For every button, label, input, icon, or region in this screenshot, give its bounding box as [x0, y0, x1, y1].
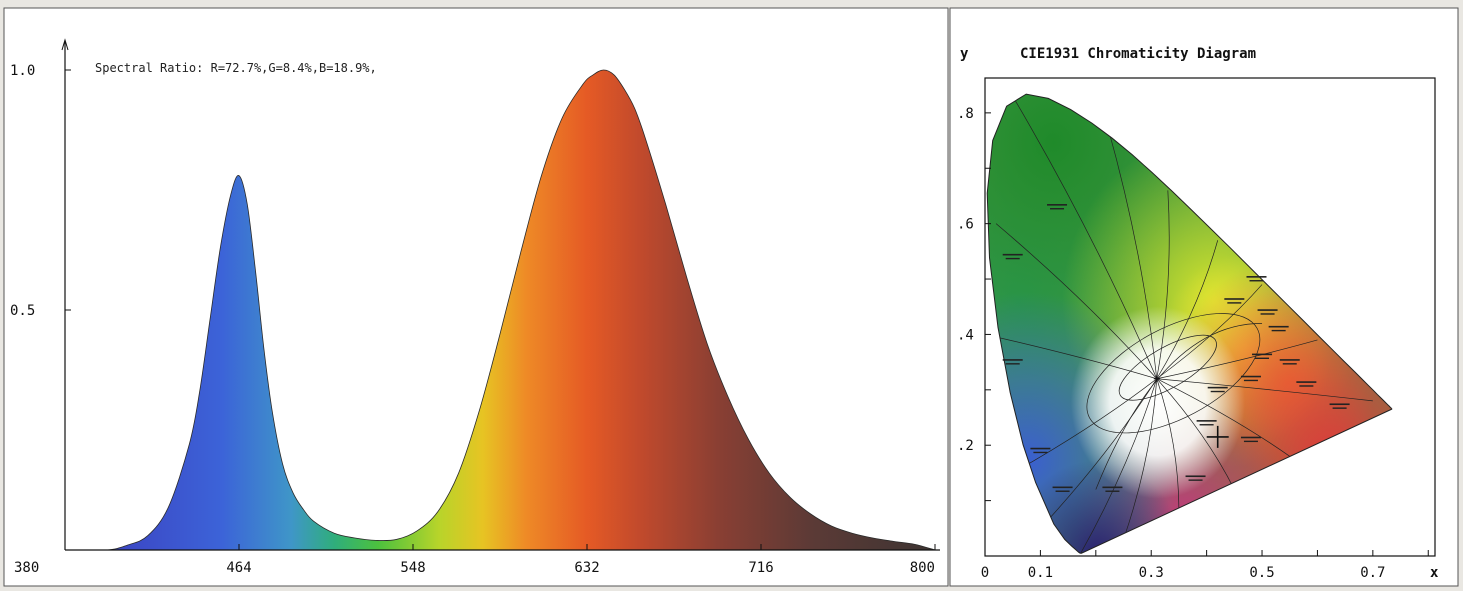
white-region-ellipse: [1086, 313, 1261, 434]
spectrum-chart: 380 464 548 632 716 800 1.0 0.5: [10, 38, 940, 576]
cie-x-tick-label: 0.5: [1249, 565, 1274, 581]
cie-y-tick-label: .8: [957, 106, 974, 122]
cie-y-tick-label: .6: [957, 217, 974, 233]
x-tick-label: 800: [910, 560, 935, 576]
region-label-marks: [1002, 204, 1350, 492]
cie-y-tick-label: .4: [957, 327, 974, 343]
spectral-locus: [986, 93, 1393, 554]
x-tick-label: 632: [574, 560, 599, 576]
y-axis-arrow-icon: [61, 38, 69, 51]
region-boundaries: [987, 96, 1373, 554]
x-tick-label: 380: [14, 560, 39, 576]
x-tick-label: 716: [748, 560, 773, 576]
cie-x-axis-label: x: [1430, 565, 1439, 581]
spectrum-line: [64, 69, 936, 551]
cie-y-axis-label: y: [960, 46, 969, 62]
x-tick-label: 464: [226, 560, 251, 576]
measured-point-cross: [1206, 425, 1229, 448]
cie-x-tick-label: 0.1: [1028, 565, 1053, 581]
cie-chart-title: CIE1931 Chromaticity Diagram: [1020, 46, 1256, 62]
cie-plot-frame: [984, 77, 1436, 557]
spectral-ratio-annotation: Spectral Ratio: R=72.7%,G=8.4%,B=18.9%,: [95, 61, 377, 75]
x-tick-label: 548: [400, 560, 425, 576]
planckian-locus: [1095, 323, 1263, 490]
spectrum-area: [65, 70, 935, 550]
y-tick-label: 1.0: [10, 63, 35, 79]
cie-x-tick-label: 0.3: [1139, 565, 1164, 581]
inner-white-ellipse: [1118, 334, 1217, 401]
y-tick-label: 0.5: [10, 303, 35, 319]
cie-x-tick-label: 0: [981, 565, 989, 581]
cie-y-tick-label: .2: [957, 438, 974, 454]
cie-x-tick-label: 0.7: [1360, 565, 1385, 581]
white-point-marker: [1153, 375, 1160, 382]
